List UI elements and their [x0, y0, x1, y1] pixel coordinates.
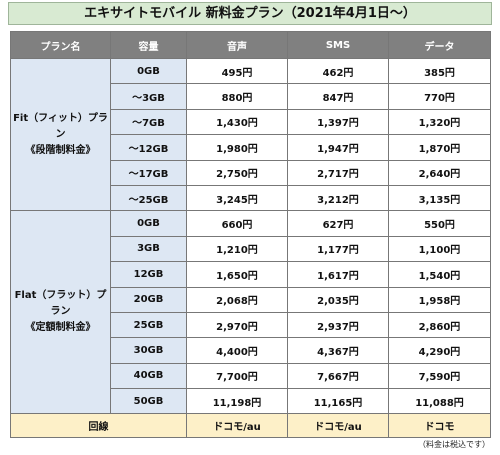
carrier: ドコモ/au — [287, 413, 389, 439]
plan-subtitle: 《定額制料金》 — [25, 322, 96, 334]
column-header: 音声 — [186, 31, 288, 59]
price: 1,210円 — [186, 235, 288, 263]
plan-row: 〜7GB 1,430円 1,397円 1,320円 — [11, 108, 491, 136]
title: エキサイトモバイル 新料金プラン（2021年4月1日〜） — [8, 2, 492, 25]
price: 2,970円 — [186, 311, 288, 339]
price: 2,035円 — [287, 286, 389, 313]
price: 4,400円 — [186, 337, 288, 364]
price: 1,617円 — [287, 261, 389, 288]
price: 3,212円 — [287, 184, 389, 212]
plan-name-cell: Flat（フラット）プラン《定額制料金》 — [10, 210, 111, 415]
price: 1,100円 — [388, 235, 491, 263]
capacity: 0GB — [110, 57, 187, 85]
plan-name-cell: Fit（フィット）プラン《段階制料金》 — [10, 57, 111, 212]
price: 4,367円 — [287, 337, 389, 364]
capacity: 〜25GB — [110, 184, 187, 212]
header-row: プラン名 容量 音声 SMS データ — [10, 31, 491, 59]
note: （料金は税込です） — [418, 440, 490, 449]
price: 660円 — [186, 210, 288, 237]
capacity: 〜12GB — [110, 134, 187, 161]
price: 1,650円 — [186, 261, 288, 288]
capacity: 20GB — [110, 286, 187, 313]
plan-row: Flat（フラット）プラン 《定額制料金》 0GB 660円 627円 550円 — [10, 210, 491, 415]
price: 495円 — [186, 57, 288, 85]
plan-row: 12GB 1,650円 1,617円 1,540円 — [11, 261, 491, 288]
plan-subtitle: 《段階制料金》 — [25, 144, 96, 156]
price: 2,640円 — [388, 159, 491, 186]
price: 627円 — [287, 210, 389, 237]
price: 1,430円 — [186, 108, 288, 136]
price: 1,958円 — [388, 286, 491, 313]
price: 3,245円 — [186, 184, 288, 212]
column-header: プラン名 — [10, 31, 111, 59]
plan-row: 50GB 11,198円 11,165円 11,088円 — [11, 388, 491, 415]
capacity: 3GB — [110, 235, 187, 263]
footer-row: 回線 ドコモ/au ドコモ/au ドコモ — [10, 413, 491, 439]
plan-row: 〜17GB 2,750円 2,717円 2,640円 — [11, 159, 491, 186]
column-header: SMS — [287, 31, 389, 59]
price: 2,717円 — [287, 159, 389, 186]
price: 385円 — [388, 57, 491, 85]
carrier: ドコモ — [388, 413, 491, 439]
plan-row: 〜12GB 1,980円 1,947円 1,870円 — [11, 134, 491, 161]
plan-row: 25GB 2,970円 2,937円 2,860円 — [11, 311, 491, 339]
price: 1,320円 — [388, 108, 491, 136]
column-header: 容量 — [110, 31, 187, 59]
price: 11,198円 — [186, 388, 288, 415]
capacity: 40GB — [110, 362, 187, 390]
price: 770円 — [388, 83, 491, 110]
price: 7,667円 — [287, 362, 389, 390]
price: 550円 — [388, 210, 491, 237]
capacity: 25GB — [110, 311, 187, 339]
price: 2,068円 — [186, 286, 288, 313]
capacity: 30GB — [110, 337, 187, 364]
price: 1,540円 — [388, 261, 491, 288]
capacity: 〜3GB — [110, 83, 187, 110]
plan-row: Fit（フィット）プラン 《段階制料金》 0GB 495円 462円 385円 — [10, 57, 491, 212]
capacity: 12GB — [110, 261, 187, 288]
price: 3,135円 — [388, 184, 491, 212]
price: 1,980円 — [186, 134, 288, 161]
capacity: 50GB — [110, 388, 187, 415]
carrier: ドコモ/au — [186, 413, 288, 439]
price: 1,870円 — [388, 134, 491, 161]
capacity: 〜7GB — [110, 108, 187, 136]
plan-row: 〜3GB 880円 847円 770円 — [11, 83, 491, 110]
capacity: 0GB — [110, 210, 187, 237]
price-table: プラン名 容量 音声 SMS データ Fit（フィット）プラン 《段階制料金》 0GB 495… — [10, 31, 491, 439]
price: 7,590円 — [388, 362, 491, 390]
footer-label: 回線 — [10, 413, 187, 439]
price: 7,700円 — [186, 362, 288, 390]
price: 2,860円 — [388, 311, 491, 339]
plan-row: 〜25GB 3,245円 3,212円 3,135円 — [11, 184, 491, 212]
price: 462円 — [287, 57, 389, 85]
price: 11,165円 — [287, 388, 389, 415]
price: 1,177円 — [287, 235, 389, 263]
price: 2,750円 — [186, 159, 288, 186]
plan-name: Fit（フィット）プラン — [13, 112, 108, 140]
column-header: データ — [388, 31, 491, 59]
plan-row: 20GB 2,068円 2,035円 1,958円 — [11, 286, 491, 313]
plan-name: Flat（フラット）プラン — [14, 290, 107, 318]
plan-row: 3GB 1,210円 1,177円 1,100円 — [11, 235, 491, 263]
price: 11,088円 — [388, 388, 491, 415]
price: 1,397円 — [287, 108, 389, 136]
table-body: Fit（フィット）プラン 《段階制料金》 0GB 495円 462円 385円 〜3GB 88… — [10, 57, 491, 439]
price: 880円 — [186, 83, 288, 110]
capacity: 〜17GB — [110, 159, 187, 186]
price: 2,937円 — [287, 311, 389, 339]
price: 1,947円 — [287, 134, 389, 161]
price: 847円 — [287, 83, 389, 110]
price: 4,290円 — [388, 337, 491, 364]
